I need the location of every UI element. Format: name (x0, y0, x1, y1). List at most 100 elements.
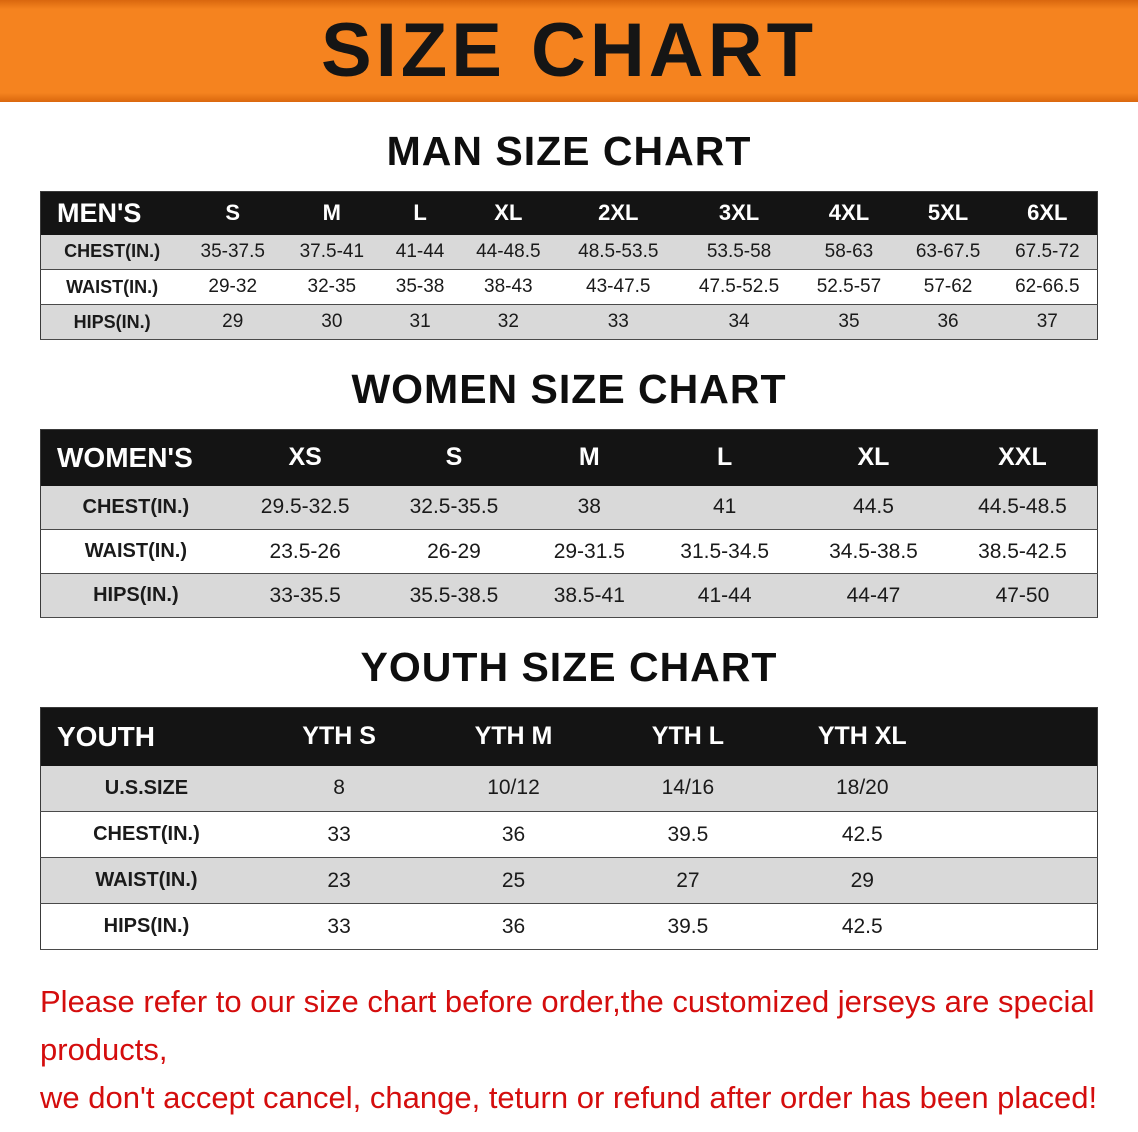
value-cell: 8 (333, 776, 345, 800)
table-row: HIPS(IN.) 29 30 31 32 33 34 35 36 37 (40, 304, 1098, 340)
value-cell: 44.5 (853, 495, 894, 519)
note-line-1: Please refer to our size chart before or… (40, 984, 1095, 1068)
value-cell: 34 (728, 311, 750, 332)
value-cell: 53.5-58 (706, 240, 772, 262)
size-header-cell: S (183, 191, 283, 235)
table-row: HIPS(IN.) 33-35.5 35.5-38.5 38.5-41 41-44 44-… (40, 573, 1098, 618)
size-header-cell: YTH S (251, 707, 427, 766)
row-label-cell: CHEST(IN.) (93, 823, 200, 845)
size-header-cell: XL (458, 191, 558, 235)
value-cell: 29 (222, 311, 244, 332)
row-label-cell: WAIST(IN.) (95, 869, 198, 891)
value-cell: 27 (676, 868, 700, 892)
value-cell: 44-48.5 (476, 240, 541, 262)
value-cell: 38.5-42.5 (978, 539, 1067, 563)
filler-cell (949, 766, 1097, 812)
value-cell: 44-47 (846, 583, 901, 607)
value-cell: 35.5-38.5 (409, 583, 499, 607)
table-row: HIPS(IN.) 33 36 39.5 42.5 (40, 903, 1098, 950)
filler-cell (949, 812, 1097, 858)
size-header-cell: 4XL (799, 191, 899, 235)
value-cell: 25 (501, 868, 526, 892)
value-cell: 33 (327, 822, 351, 846)
page-title: SIZE CHART (321, 8, 817, 93)
size-header-cell: 6XL (997, 191, 1098, 235)
value-cell: 58-63 (824, 240, 874, 262)
size-header-cell: 2XL (557, 191, 679, 235)
size-header-cell: XS (230, 429, 380, 486)
value-cell: 42.5 (841, 822, 883, 846)
disclaimer-note: Please refer to our size chart before or… (40, 978, 1098, 1122)
value-cell: 29 (850, 868, 874, 892)
value-cell: 47-50 (995, 583, 1050, 607)
value-cell: 48.5-53.5 (578, 240, 659, 262)
value-cell: 34.5-38.5 (829, 539, 918, 563)
value-cell: 29-31.5 (553, 539, 625, 563)
value-cell: 35-38 (395, 276, 445, 297)
value-cell: 43-47.5 (586, 276, 651, 297)
size-header-cell: L (381, 191, 459, 235)
youth-size-table: YOUTH YTH S YTH M YTH L YTH XL U.S.SIZE 8 10/12… (40, 707, 1098, 950)
value-cell: 31 (409, 311, 431, 332)
value-cell: 32.5-35.5 (409, 495, 499, 519)
value-cell: 32 (497, 311, 519, 332)
row-label-cell: CHEST(IN.) (82, 495, 190, 518)
filler-cell (949, 858, 1097, 904)
men-section-heading: MAN SIZE CHART (386, 128, 752, 174)
youth-section-heading: YOUTH SIZE CHART (360, 644, 778, 690)
men-size-table: MEN'S S M L XL 2XL 3XL 4XL 5XL 6XL CHEST(IN.) 35-37… (40, 191, 1098, 340)
value-cell: 47.5-52.5 (698, 276, 780, 297)
value-cell: 30 (321, 311, 343, 332)
size-header-cell: M (528, 429, 651, 486)
row-label-cell: CHEST(IN.) (64, 241, 161, 262)
women-size-table: WOMEN'S XS S M L XL XXL CHEST(IN.) 29.5-32.5 32.5… (40, 429, 1098, 618)
row-label-cell: WAIST(IN.) (84, 540, 187, 562)
value-cell: 63-67.5 (915, 240, 981, 262)
table-title-cell: WOMEN'S (40, 429, 231, 486)
table-title-cell: YOUTH (40, 707, 252, 766)
value-cell: 37.5-41 (299, 240, 365, 262)
value-cell: 10/12 (487, 776, 540, 800)
value-cell: 29.5-32.5 (260, 495, 350, 519)
note-line-2: we don't accept cancel, change, teturn o… (40, 1080, 1098, 1116)
value-cell: 33-35.5 (269, 583, 341, 607)
table-row: U.S.SIZE 8 10/12 14/16 18/20 (40, 765, 1098, 812)
size-header-cell: XXL (947, 429, 1098, 486)
table-header-row: YOUTH YTH S YTH M YTH L YTH XL (40, 707, 1098, 766)
row-label-cell: HIPS(IN.) (73, 311, 151, 332)
value-cell: 36 (501, 822, 526, 846)
women-section: WOMEN SIZE CHART WOMEN'S XS S M L XL XXL CHEST(… (0, 340, 1138, 618)
filler-cell (949, 904, 1097, 950)
value-cell: 35-37.5 (200, 240, 265, 262)
table-row: CHEST(IN.) 35-37.5 37.5-41 41-44 44-48.5 48.5… (40, 234, 1098, 270)
table-title-cell: MEN'S (40, 191, 184, 235)
row-label-cell: HIPS(IN.) (103, 915, 190, 937)
table-row: CHEST(IN.) 33 36 39.5 42.5 (40, 811, 1098, 858)
men-section: MAN SIZE CHART MEN'S S M L XL 2XL 3XL 4XL 5XL 6XL… (0, 102, 1138, 340)
value-cell: 32-35 (307, 276, 357, 297)
table-row: WAIST(IN.) 29-32 32-35 35-38 38-43 43-47.5 47.… (40, 269, 1098, 305)
filler-cell (949, 707, 1098, 766)
value-cell: 38.5-41 (553, 583, 625, 607)
value-cell: 18/20 (835, 776, 889, 800)
size-header-cell: YTH L (600, 707, 776, 766)
size-header-cell: 3XL (678, 191, 800, 235)
row-label-cell: WAIST(IN.) (66, 276, 159, 297)
value-cell: 41-44 (395, 240, 445, 262)
value-cell: 26-29 (427, 539, 481, 563)
table-row: WAIST(IN.) 23 25 27 29 (40, 857, 1098, 904)
value-cell: 35 (838, 311, 860, 332)
value-cell: 29-32 (208, 276, 258, 297)
size-header-cell: M (282, 191, 382, 235)
value-cell: 38 (577, 495, 601, 519)
table-row: CHEST(IN.) 29.5-32.5 32.5-35.5 38 41 44.5 44.5… (40, 485, 1098, 530)
value-cell: 23 (327, 868, 351, 892)
value-cell: 41-44 (697, 583, 752, 607)
banner: SIZE CHART (0, 0, 1138, 102)
women-section-heading: WOMEN SIZE CHART (351, 366, 787, 412)
table-row: WAIST(IN.) 23.5-26 26-29 29-31.5 31.5-34.5 34… (40, 529, 1098, 574)
value-cell: 23.5-26 (269, 539, 341, 563)
value-cell: 52.5-57 (816, 276, 882, 297)
youth-section: YOUTH SIZE CHART YOUTH YTH S YTH M YTH L YTH… (0, 618, 1138, 950)
